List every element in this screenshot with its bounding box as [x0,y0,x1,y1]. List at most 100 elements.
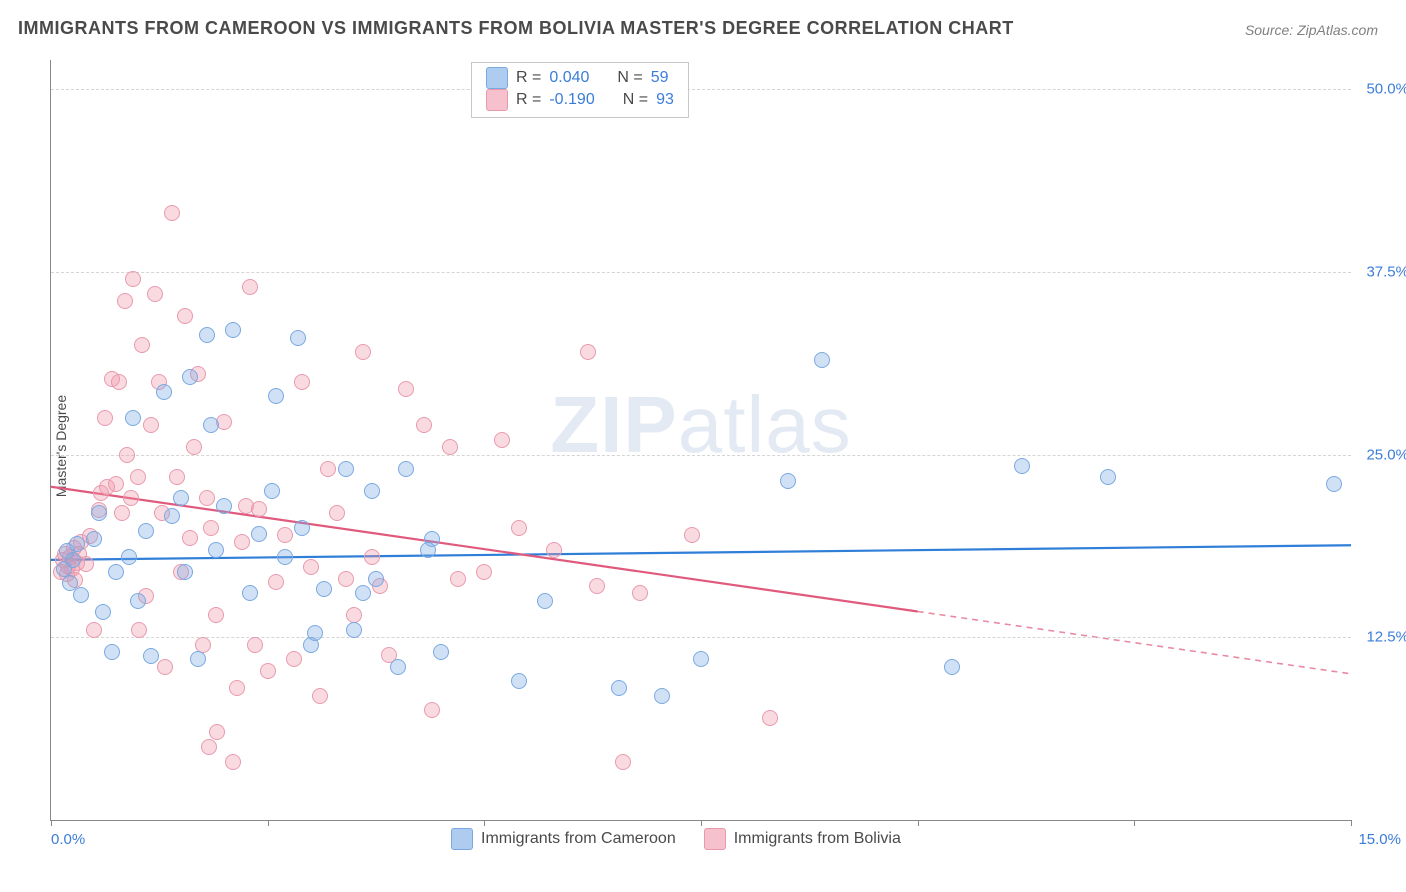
data-point [580,344,596,360]
data-point [260,663,276,679]
data-point [338,461,354,477]
data-point [494,432,510,448]
y-tick-label: 37.5% [1366,263,1406,280]
chart-title: IMMIGRANTS FROM CAMEROON VS IMMIGRANTS F… [18,18,1014,39]
data-point [277,549,293,565]
data-point [229,680,245,696]
data-point [190,651,206,667]
data-point [294,374,310,390]
data-point [814,352,830,368]
data-point [125,410,141,426]
data-point [134,337,150,353]
x-tick [1134,820,1135,826]
y-tick-label: 50.0% [1366,81,1406,98]
data-point [450,571,466,587]
data-point [268,388,284,404]
data-point [277,527,293,543]
data-point [225,754,241,770]
data-point [203,520,219,536]
data-point [199,327,215,343]
data-point [234,534,250,550]
data-point [368,571,384,587]
data-point [294,520,310,536]
data-point [125,271,141,287]
data-point [364,483,380,499]
data-point [303,559,319,575]
data-point [157,659,173,675]
data-point [398,461,414,477]
data-point [546,542,562,558]
data-point [251,501,267,517]
data-point [111,374,127,390]
chart-plot-area: ZIPatlas R =0.040N =59R =-0.190N =93 0.0… [50,60,1351,821]
data-point [338,571,354,587]
series-legend: Immigrants from Cameroon Immigrants from … [451,828,901,850]
x-axis-min-label: 0.0% [51,831,85,848]
data-point [290,330,306,346]
data-point [424,702,440,718]
data-point [123,490,139,506]
x-tick [268,820,269,826]
gridline [51,455,1351,456]
data-point [131,622,147,638]
data-point [364,549,380,565]
data-point [762,710,778,726]
data-point [433,644,449,660]
data-point [346,607,362,623]
data-point [264,483,280,499]
data-point [944,659,960,675]
r-value: 0.040 [549,67,589,89]
data-point [143,648,159,664]
gridline [51,272,1351,273]
data-point [286,651,302,667]
data-point [182,369,198,385]
data-point [611,680,627,696]
data-point [108,564,124,580]
data-point [268,574,284,590]
data-point [147,286,163,302]
data-point [346,622,362,638]
y-tick-label: 25.0% [1366,446,1406,463]
data-point [95,604,111,620]
legend-label: Immigrants from Cameroon [481,830,676,848]
legend-row: R =-0.190N =93 [486,89,674,111]
x-tick [484,820,485,826]
data-point [615,754,631,770]
data-point [390,659,406,675]
data-point [780,473,796,489]
data-point [173,490,189,506]
data-point [182,530,198,546]
gridline [51,89,1351,90]
n-label: N = [617,67,642,89]
data-point [73,587,89,603]
n-value: 93 [656,89,674,111]
data-point [684,527,700,543]
data-point [424,531,440,547]
data-point [242,279,258,295]
data-point [316,581,332,597]
data-point [117,293,133,309]
n-value: 59 [651,67,669,89]
data-point [654,688,670,704]
data-point [1326,476,1342,492]
data-point [251,526,267,542]
legend-row: R =0.040N =59 [486,67,674,89]
data-point [209,724,225,740]
data-point [307,625,323,641]
data-point [65,552,81,568]
legend-item: Immigrants from Bolivia [704,828,901,850]
data-point [416,417,432,433]
r-value: -0.190 [549,89,594,111]
data-point [69,536,85,552]
data-point [208,542,224,558]
trend-line-dashed [918,611,1351,673]
data-point [156,384,172,400]
r-label: R = [516,89,541,111]
data-point [511,520,527,536]
data-point [203,417,219,433]
data-point [693,651,709,667]
data-point [86,622,102,638]
data-point [119,447,135,463]
data-point [186,439,202,455]
trend-lines-layer [51,60,1351,820]
